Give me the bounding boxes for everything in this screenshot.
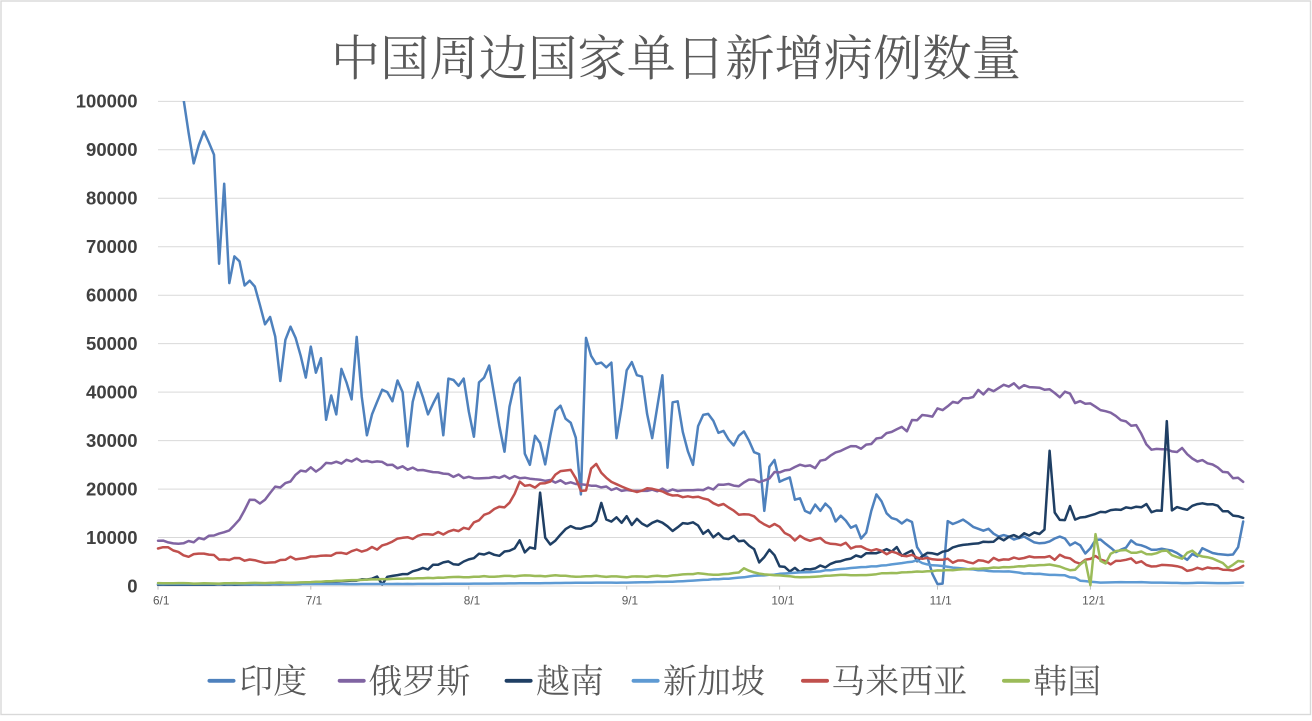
- svg-text:30000: 30000: [86, 430, 137, 451]
- svg-text:12/1: 12/1: [1082, 593, 1105, 607]
- svg-text:11/1: 11/1: [930, 593, 952, 607]
- svg-text:40000: 40000: [86, 382, 137, 403]
- svg-text:60000: 60000: [86, 285, 137, 306]
- svg-text:8/1: 8/1: [464, 593, 480, 607]
- svg-text:0: 0: [127, 575, 137, 596]
- svg-text:6/1: 6/1: [153, 593, 169, 607]
- svg-text:9/1: 9/1: [622, 593, 638, 607]
- svg-text:70000: 70000: [86, 236, 137, 257]
- svg-text:7/1: 7/1: [306, 593, 322, 607]
- svg-text:100000: 100000: [76, 91, 138, 112]
- svg-text:50000: 50000: [86, 333, 137, 354]
- svg-text:10/1: 10/1: [771, 593, 794, 607]
- svg-text:10000: 10000: [86, 527, 137, 548]
- svg-text:20000: 20000: [86, 479, 137, 500]
- svg-text:80000: 80000: [86, 188, 137, 209]
- svg-text:90000: 90000: [86, 139, 137, 160]
